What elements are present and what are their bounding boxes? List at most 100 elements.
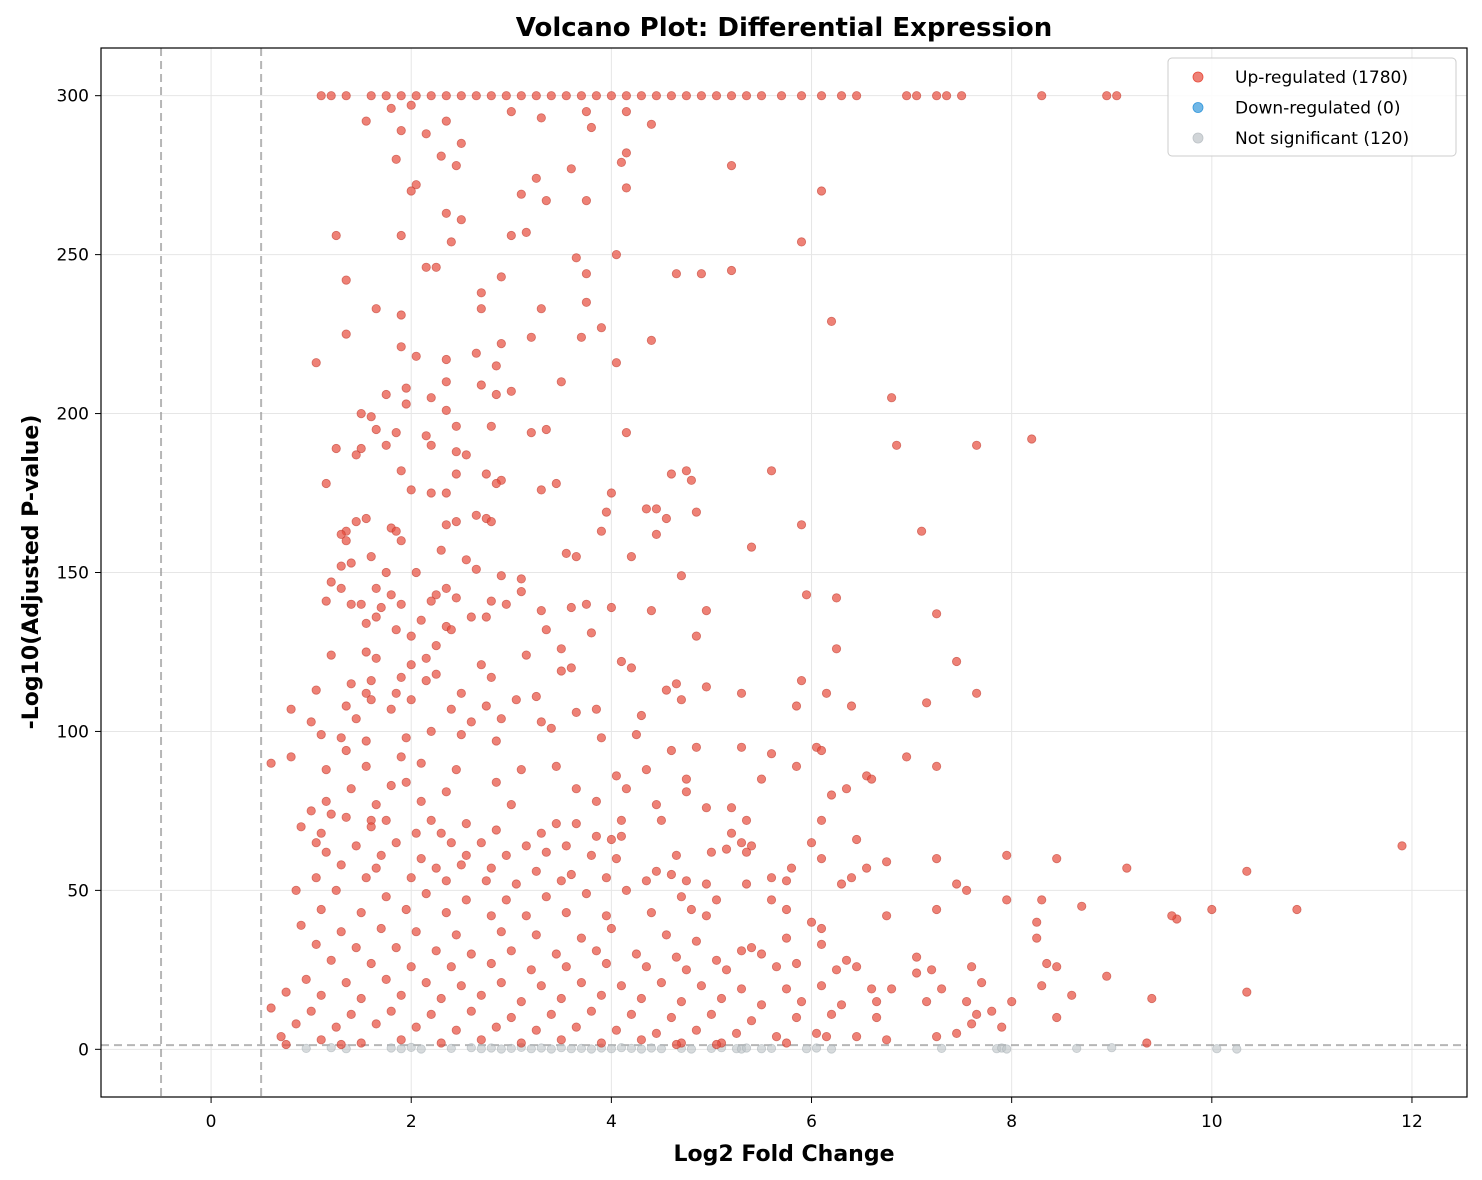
up-regulated-point [316, 904, 326, 915]
up-regulated-point [576, 91, 587, 101]
up-regulated-point [431, 640, 441, 651]
up-regulated-point [926, 965, 937, 975]
up-regulated-point [661, 685, 672, 695]
up-regulated-point [356, 599, 366, 609]
up-regulated-point [931, 904, 942, 915]
up-regulated-point [791, 761, 802, 772]
up-regulated-point [416, 615, 426, 625]
up-regulated-point [556, 876, 566, 886]
up-regulated-point [581, 107, 592, 117]
up-regulated-point [371, 583, 381, 594]
up-regulated-point [366, 822, 376, 832]
up-regulated-point [601, 958, 612, 969]
up-regulated-point [691, 936, 702, 946]
up-regulated-point [411, 91, 421, 101]
up-regulated-point [331, 885, 341, 896]
up-regulated-point [346, 679, 356, 689]
up-regulated-point [406, 631, 416, 641]
up-regulated-point [806, 917, 817, 927]
not-significant-point [506, 1043, 516, 1054]
up-regulated-point [336, 1039, 346, 1050]
up-regulated-point [756, 949, 767, 959]
up-regulated-point [421, 888, 431, 899]
up-regulated-point [446, 704, 456, 714]
legend-box [1167, 57, 1457, 157]
y-tick-label: 0 [78, 1040, 89, 1060]
up-regulated-point [316, 1035, 326, 1045]
up-regulated-point [306, 806, 316, 816]
up-regulated-point [456, 215, 466, 225]
up-regulated-point [531, 173, 541, 183]
up-regulated-point [371, 863, 381, 873]
not-significant-point [406, 1042, 416, 1053]
up-regulated-point [291, 885, 301, 896]
up-regulated-point [296, 920, 306, 930]
up-regulated-point [676, 571, 687, 581]
up-regulated-point [701, 682, 712, 692]
up-regulated-point [406, 873, 416, 883]
up-regulated-point [406, 485, 416, 495]
up-regulated-point [496, 714, 506, 724]
up-regulated-point [456, 729, 466, 740]
up-regulated-point [411, 567, 421, 578]
up-regulated-point [326, 577, 336, 587]
up-regulated-point [1007, 996, 1017, 1007]
up-regulated-point [466, 1006, 476, 1016]
up-regulated-point [456, 860, 466, 870]
up-regulated-point [616, 656, 627, 667]
up-regulated-point [671, 269, 682, 279]
up-regulated-point [606, 91, 617, 101]
up-regulated-point [461, 850, 471, 861]
up-regulated-point [731, 1028, 742, 1039]
up-regulated-point [311, 685, 321, 695]
up-regulated-point [676, 996, 687, 1007]
up-regulated-point [326, 809, 336, 819]
up-regulated-point [486, 516, 496, 527]
up-regulated-point [546, 1009, 556, 1020]
up-regulated-point [521, 227, 531, 237]
y-tick-label: 100 [57, 722, 89, 742]
up-regulated-point [451, 764, 461, 775]
up-regulated-point [506, 107, 516, 117]
up-regulated-point [346, 784, 356, 794]
data-points [266, 91, 1407, 1054]
up-regulated-point [1207, 904, 1217, 915]
up-regulated-point [551, 478, 561, 489]
up-regulated-point [1037, 981, 1047, 991]
up-regulated-point [571, 707, 581, 718]
y-tick-label: 150 [57, 564, 89, 584]
up-regulated-point [611, 250, 622, 260]
legend-label: Not significant (120) [1235, 129, 1409, 149]
up-regulated-point [376, 602, 386, 613]
up-regulated-point [496, 927, 506, 937]
up-regulated-point [341, 329, 351, 339]
not-significant-point [936, 1043, 947, 1054]
up-regulated-point [436, 993, 446, 1004]
up-regulated-point [701, 803, 712, 813]
up-regulated-point [611, 853, 622, 864]
not-significant-point [476, 1044, 486, 1054]
up-regulated-point [836, 1000, 847, 1010]
up-regulated-point [881, 857, 892, 867]
legend-marker [1192, 132, 1204, 144]
not-significant-point [386, 1043, 396, 1053]
up-regulated-point [851, 1032, 862, 1042]
up-regulated-point [421, 262, 431, 272]
up-regulated-point [556, 1035, 566, 1045]
up-regulated-point [321, 847, 331, 857]
up-regulated-point [496, 977, 506, 988]
not-significant-point [536, 1043, 546, 1053]
up-regulated-point [441, 583, 451, 594]
up-regulated-point [536, 304, 546, 314]
up-regulated-point [411, 927, 421, 937]
up-regulated-point [351, 516, 361, 527]
up-regulated-point [1102, 91, 1112, 101]
up-regulated-point [406, 186, 416, 196]
up-regulated-point [636, 710, 647, 721]
up-regulated-point [371, 653, 381, 663]
up-regulated-point [691, 631, 702, 641]
up-regulated-point [441, 377, 451, 387]
up-regulated-point [816, 186, 827, 196]
up-regulated-point [311, 873, 321, 883]
up-regulated-point [951, 656, 962, 667]
